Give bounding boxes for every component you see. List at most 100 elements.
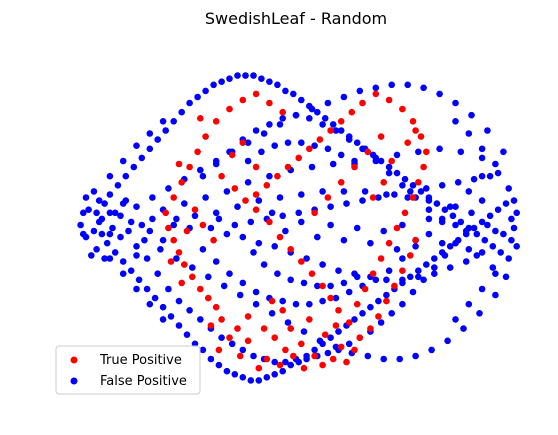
point-false-positive bbox=[353, 273, 361, 281]
point-true-positive bbox=[298, 258, 305, 265]
point-false-positive bbox=[244, 157, 252, 165]
point-false-positive bbox=[284, 139, 292, 146]
point-true-positive bbox=[165, 224, 172, 232]
point-false-positive bbox=[252, 300, 260, 308]
point-true-positive bbox=[388, 157, 396, 165]
point-true-positive bbox=[191, 206, 199, 213]
legend-label-true-positive: True Positive bbox=[99, 353, 182, 368]
point-true-positive bbox=[231, 185, 239, 192]
point-false-positive bbox=[271, 142, 279, 149]
point-false-positive bbox=[505, 185, 512, 192]
point-false-positive bbox=[345, 288, 353, 296]
point-true-positive bbox=[239, 96, 247, 104]
point-false-positive bbox=[468, 111, 475, 119]
point-false-positive bbox=[202, 194, 209, 201]
point-false-positive bbox=[282, 87, 289, 95]
legend-frame bbox=[55, 345, 201, 395]
point-false-positive bbox=[127, 218, 135, 226]
point-false-positive bbox=[417, 188, 425, 195]
point-true-positive bbox=[218, 316, 225, 323]
point-false-positive bbox=[407, 273, 414, 281]
point-false-positive bbox=[279, 212, 287, 220]
point-true-positive bbox=[337, 179, 345, 186]
point-true-positive bbox=[385, 239, 393, 247]
point-true-positive bbox=[218, 172, 225, 180]
point-true-positive bbox=[319, 282, 326, 290]
point-false-positive bbox=[231, 371, 239, 378]
point-false-positive bbox=[298, 218, 305, 226]
point-false-positive bbox=[324, 99, 332, 107]
point-false-positive bbox=[191, 212, 199, 220]
point-false-positive bbox=[465, 130, 473, 137]
point-true-positive bbox=[194, 148, 201, 156]
point-true-positive bbox=[412, 236, 419, 244]
point-false-positive bbox=[143, 255, 151, 262]
point-false-positive bbox=[401, 175, 409, 183]
point-false-positive bbox=[311, 346, 318, 354]
point-false-positive bbox=[252, 288, 260, 296]
point-false-positive bbox=[452, 316, 459, 323]
point-false-positive bbox=[260, 130, 268, 137]
point-false-positive bbox=[106, 230, 114, 238]
point-false-positive bbox=[167, 313, 175, 320]
point-false-positive bbox=[497, 249, 505, 256]
point-false-positive bbox=[181, 200, 188, 207]
point-true-positive bbox=[345, 319, 353, 326]
point-false-positive bbox=[428, 346, 435, 354]
point-false-positive bbox=[239, 279, 247, 287]
point-false-positive bbox=[380, 227, 388, 235]
point-false-positive bbox=[175, 297, 183, 305]
point-false-positive bbox=[258, 148, 265, 156]
points-layer bbox=[77, 72, 520, 384]
point-false-positive bbox=[470, 224, 478, 232]
point-false-positive bbox=[359, 145, 366, 153]
point-true-positive bbox=[321, 331, 329, 339]
point-true-positive bbox=[178, 179, 185, 186]
point-false-positive bbox=[492, 270, 499, 278]
point-false-positive bbox=[80, 209, 87, 217]
point-false-positive bbox=[306, 115, 313, 122]
point-false-positive bbox=[175, 322, 183, 329]
point-false-positive bbox=[122, 172, 130, 180]
legend: True Positive False Positive bbox=[55, 345, 201, 395]
point-true-positive bbox=[175, 249, 183, 256]
point-true-positive bbox=[298, 340, 305, 348]
point-true-positive bbox=[226, 334, 233, 342]
point-false-positive bbox=[444, 337, 451, 345]
point-true-positive bbox=[306, 145, 313, 153]
point-false-positive bbox=[98, 230, 106, 238]
point-true-positive bbox=[263, 182, 271, 189]
point-false-positive bbox=[409, 288, 417, 296]
point-false-positive bbox=[425, 197, 433, 204]
point-false-positive bbox=[478, 285, 486, 293]
point-false-positive bbox=[420, 276, 427, 284]
point-false-positive bbox=[489, 243, 497, 250]
point-false-positive bbox=[343, 200, 350, 207]
point-false-positive bbox=[319, 121, 326, 128]
point-false-positive bbox=[332, 294, 340, 302]
point-false-positive bbox=[423, 261, 430, 268]
point-false-positive bbox=[396, 355, 404, 363]
point-false-positive bbox=[385, 267, 393, 275]
point-false-positive bbox=[300, 328, 308, 335]
point-false-positive bbox=[465, 300, 473, 308]
point-false-positive bbox=[287, 276, 295, 284]
point-true-positive bbox=[311, 209, 318, 217]
point-false-positive bbox=[508, 236, 515, 244]
point-false-positive bbox=[478, 218, 486, 226]
point-false-positive bbox=[340, 279, 348, 287]
point-false-positive bbox=[197, 166, 204, 174]
point-false-positive bbox=[388, 310, 396, 317]
point-false-positive bbox=[95, 197, 103, 204]
point-false-positive bbox=[154, 136, 161, 143]
point-false-positive bbox=[250, 249, 257, 256]
point-false-positive bbox=[223, 367, 231, 375]
point-false-positive bbox=[393, 246, 401, 253]
point-true-positive bbox=[244, 313, 252, 320]
point-false-positive bbox=[481, 236, 489, 244]
point-false-positive bbox=[399, 276, 406, 284]
point-false-positive bbox=[255, 377, 263, 384]
point-false-positive bbox=[236, 291, 244, 299]
point-false-positive bbox=[149, 194, 156, 201]
point-false-positive bbox=[215, 361, 223, 369]
